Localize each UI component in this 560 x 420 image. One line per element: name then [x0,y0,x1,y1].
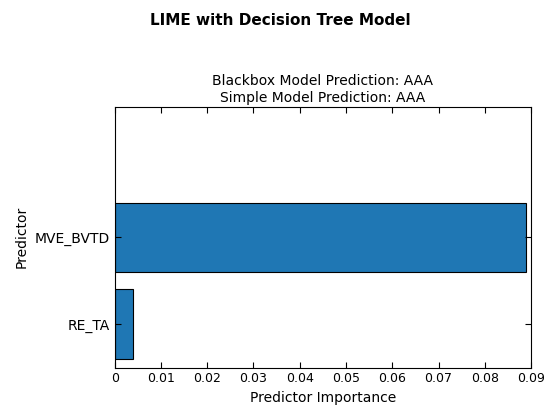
Bar [115,289,133,359]
Text: LIME with Decision Tree Model: LIME with Decision Tree Model [150,13,410,28]
Y-axis label: Predictor: Predictor [15,206,29,268]
X-axis label: Predictor Importance: Predictor Importance [250,391,396,405]
Title: Blackbox Model Prediction: AAA
Simple Model Prediction: AAA: Blackbox Model Prediction: AAA Simple Mo… [212,74,433,105]
Bar [115,202,526,272]
